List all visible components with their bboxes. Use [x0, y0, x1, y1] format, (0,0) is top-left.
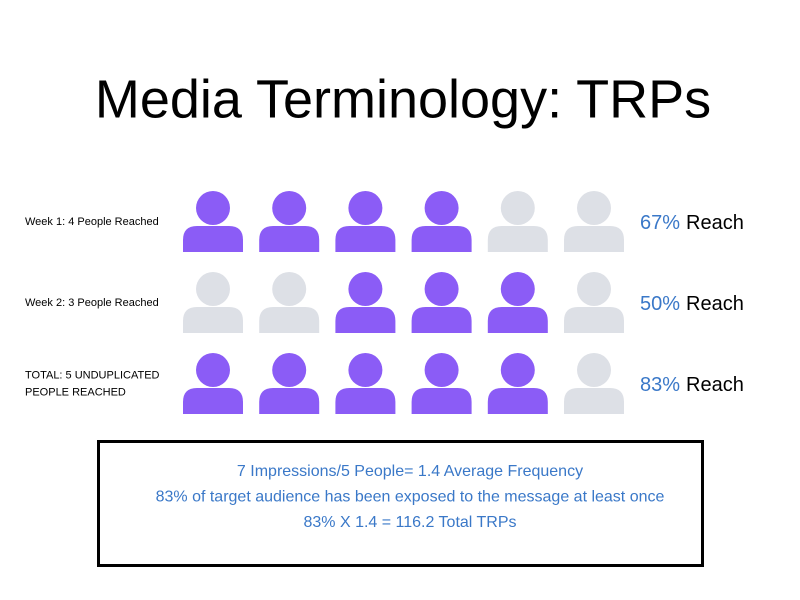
- person-head: [577, 353, 611, 387]
- person-icon: [335, 353, 396, 414]
- person-head: [424, 191, 459, 225]
- person-head: [424, 353, 459, 387]
- person-icon: [183, 353, 243, 414]
- person-head: [424, 272, 459, 306]
- person-icon: [487, 353, 548, 414]
- reach-text: 83% Reach: [640, 374, 744, 396]
- person-head: [348, 272, 383, 306]
- person-head: [500, 191, 535, 225]
- person-icon: [183, 191, 243, 252]
- person-body: [259, 226, 320, 252]
- person-head: [272, 191, 307, 225]
- summary-line: 83% X 1.4 = 116.2 Total TRPs: [303, 514, 516, 531]
- person-head: [196, 191, 230, 225]
- title: Media Terminology: TRPs: [95, 69, 711, 129]
- summary-line: 83% of target audience has been exposed …: [156, 489, 665, 506]
- person-head: [348, 191, 383, 225]
- row-label: PEOPLE REACHED: [25, 386, 126, 398]
- person-body: [183, 388, 243, 414]
- person-icon: [564, 191, 624, 252]
- person-body: [411, 226, 472, 252]
- person-icon: [259, 353, 320, 414]
- person-body: [564, 226, 624, 252]
- reach-percent: 83%: [640, 374, 680, 396]
- person-head: [348, 353, 383, 387]
- person-icon: [259, 272, 320, 333]
- reach-text: 67% Reach: [640, 212, 744, 234]
- person-body: [259, 307, 320, 333]
- person-body: [183, 307, 243, 333]
- person-icon: [335, 191, 396, 252]
- person-head: [196, 353, 230, 387]
- row-label: Week 2: 3 People Reached: [25, 297, 159, 309]
- reach-suffix: Reach: [686, 293, 744, 315]
- person-body: [183, 226, 243, 252]
- reach-percent: 67%: [640, 212, 680, 234]
- person-icon: [564, 272, 624, 333]
- row-label: Week 1: 4 People Reached: [25, 216, 159, 228]
- person-body: [487, 226, 548, 252]
- person-body: [335, 388, 396, 414]
- row-label: TOTAL: 5 UNDUPLICATED: [25, 369, 160, 381]
- person-icon: [183, 272, 243, 333]
- summary-box: [97, 440, 704, 567]
- person-body: [411, 388, 472, 414]
- person-icon: [564, 353, 624, 414]
- person-body: [487, 307, 548, 333]
- person-icon: [411, 353, 472, 414]
- person-head: [272, 272, 307, 306]
- person-body: [487, 388, 548, 414]
- reach-suffix: Reach: [686, 374, 744, 396]
- person-body: [335, 307, 396, 333]
- person-icon: [411, 191, 472, 252]
- summary-line: 7 Impressions/5 People= 1.4 Average Freq…: [237, 463, 583, 480]
- person-icon: [259, 191, 320, 252]
- person-icon: [487, 272, 548, 333]
- person-body: [564, 388, 624, 414]
- person-head: [272, 353, 307, 387]
- person-head: [500, 353, 535, 387]
- person-head: [500, 272, 535, 306]
- person-icon: [335, 272, 396, 333]
- person-icon: [411, 272, 472, 333]
- person-body: [564, 307, 624, 333]
- person-body: [335, 226, 396, 252]
- person-head: [577, 272, 611, 306]
- reach-text: 50% Reach: [640, 293, 744, 315]
- person-head: [577, 191, 611, 225]
- person-head: [196, 272, 230, 306]
- person-body: [259, 388, 320, 414]
- person-body: [411, 307, 472, 333]
- reach-suffix: Reach: [686, 212, 744, 234]
- reach-percent: 50%: [640, 293, 680, 315]
- person-icon: [487, 191, 548, 252]
